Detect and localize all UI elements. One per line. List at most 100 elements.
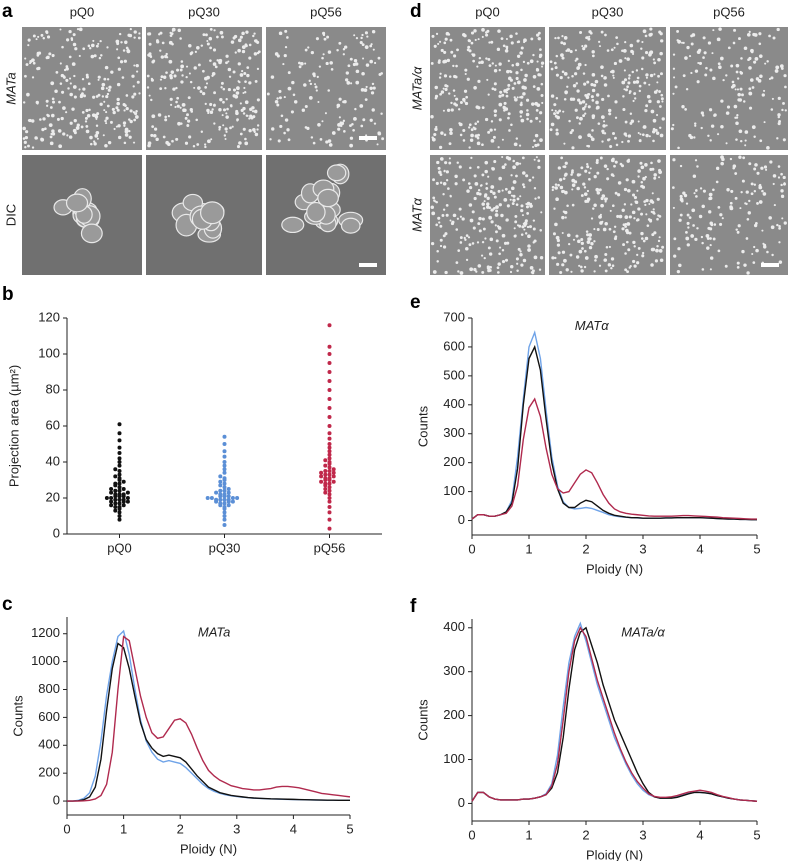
colony bbox=[216, 59, 219, 62]
colony bbox=[484, 160, 489, 165]
colony bbox=[338, 41, 342, 45]
colony bbox=[314, 85, 318, 89]
y-tick-label: 200 bbox=[443, 707, 465, 722]
colony bbox=[712, 188, 715, 192]
colony bbox=[604, 252, 608, 256]
colony bbox=[69, 92, 73, 97]
colony bbox=[237, 62, 241, 66]
colony bbox=[623, 69, 626, 72]
data-point bbox=[327, 344, 332, 349]
colony bbox=[237, 48, 241, 53]
colony bbox=[768, 77, 771, 80]
data-point bbox=[117, 460, 122, 464]
colony bbox=[697, 62, 700, 65]
x-tick-label: pQ0 bbox=[107, 540, 132, 555]
colony bbox=[244, 91, 247, 94]
colony bbox=[722, 78, 725, 82]
data-point bbox=[327, 323, 332, 328]
data-point bbox=[327, 397, 332, 401]
colony bbox=[365, 134, 368, 137]
colony bbox=[493, 160, 497, 164]
colony bbox=[595, 106, 599, 110]
colony bbox=[430, 114, 434, 119]
colony bbox=[540, 211, 543, 214]
colony bbox=[560, 41, 564, 45]
colony bbox=[472, 59, 475, 63]
colony bbox=[518, 162, 522, 165]
micrograph bbox=[670, 27, 788, 150]
colony bbox=[133, 92, 137, 96]
colony bbox=[136, 80, 140, 84]
colony bbox=[122, 49, 126, 52]
colony bbox=[364, 98, 368, 102]
colony bbox=[487, 93, 490, 96]
colony bbox=[453, 94, 456, 97]
colony bbox=[439, 157, 444, 161]
colony bbox=[85, 75, 89, 79]
data-point bbox=[121, 479, 126, 484]
colony bbox=[200, 44, 204, 47]
colony bbox=[512, 159, 515, 163]
colony bbox=[741, 179, 745, 183]
colony bbox=[248, 43, 252, 47]
colony bbox=[694, 124, 697, 127]
colony bbox=[435, 32, 439, 35]
colony bbox=[720, 161, 724, 166]
colony bbox=[106, 92, 110, 96]
colony bbox=[574, 108, 578, 112]
colony bbox=[621, 140, 624, 144]
colony bbox=[570, 270, 573, 273]
colony bbox=[573, 180, 578, 184]
colony bbox=[467, 236, 471, 239]
colony bbox=[225, 98, 228, 101]
colony bbox=[523, 78, 527, 82]
data-point bbox=[222, 442, 227, 446]
colony bbox=[725, 111, 730, 115]
colony bbox=[534, 197, 537, 200]
colony bbox=[572, 84, 577, 88]
colony bbox=[150, 78, 154, 82]
colony bbox=[218, 107, 222, 112]
colony bbox=[493, 128, 497, 131]
colony bbox=[123, 124, 126, 127]
colony bbox=[584, 169, 588, 173]
colony bbox=[691, 208, 696, 213]
colony bbox=[581, 107, 586, 111]
colony bbox=[81, 92, 84, 96]
colony bbox=[591, 116, 595, 120]
colony bbox=[31, 146, 35, 149]
colony bbox=[637, 131, 640, 135]
colony bbox=[555, 235, 560, 240]
colony bbox=[782, 138, 786, 142]
cell bbox=[65, 193, 89, 213]
colony bbox=[515, 76, 519, 80]
x-tick-label: 1 bbox=[525, 541, 532, 556]
colony bbox=[584, 44, 588, 48]
colony bbox=[45, 99, 49, 103]
colony bbox=[314, 83, 317, 86]
colony bbox=[323, 37, 327, 41]
colony bbox=[256, 67, 260, 71]
colony bbox=[516, 262, 519, 265]
colony bbox=[645, 198, 649, 203]
colony bbox=[24, 74, 27, 78]
colony bbox=[205, 82, 209, 85]
colony bbox=[644, 163, 648, 167]
colony bbox=[644, 51, 649, 55]
colony bbox=[741, 93, 744, 97]
colony bbox=[603, 258, 608, 262]
colony bbox=[115, 106, 119, 110]
colony bbox=[559, 185, 564, 190]
colony bbox=[101, 82, 106, 87]
colony bbox=[569, 131, 573, 135]
colony bbox=[595, 187, 600, 192]
colony bbox=[116, 108, 120, 112]
colony bbox=[678, 263, 682, 268]
colony bbox=[492, 135, 496, 139]
colony bbox=[488, 215, 493, 220]
colony bbox=[456, 217, 459, 220]
colony bbox=[322, 53, 325, 56]
data-point bbox=[222, 467, 227, 472]
colony bbox=[512, 194, 516, 198]
colony bbox=[533, 187, 537, 190]
